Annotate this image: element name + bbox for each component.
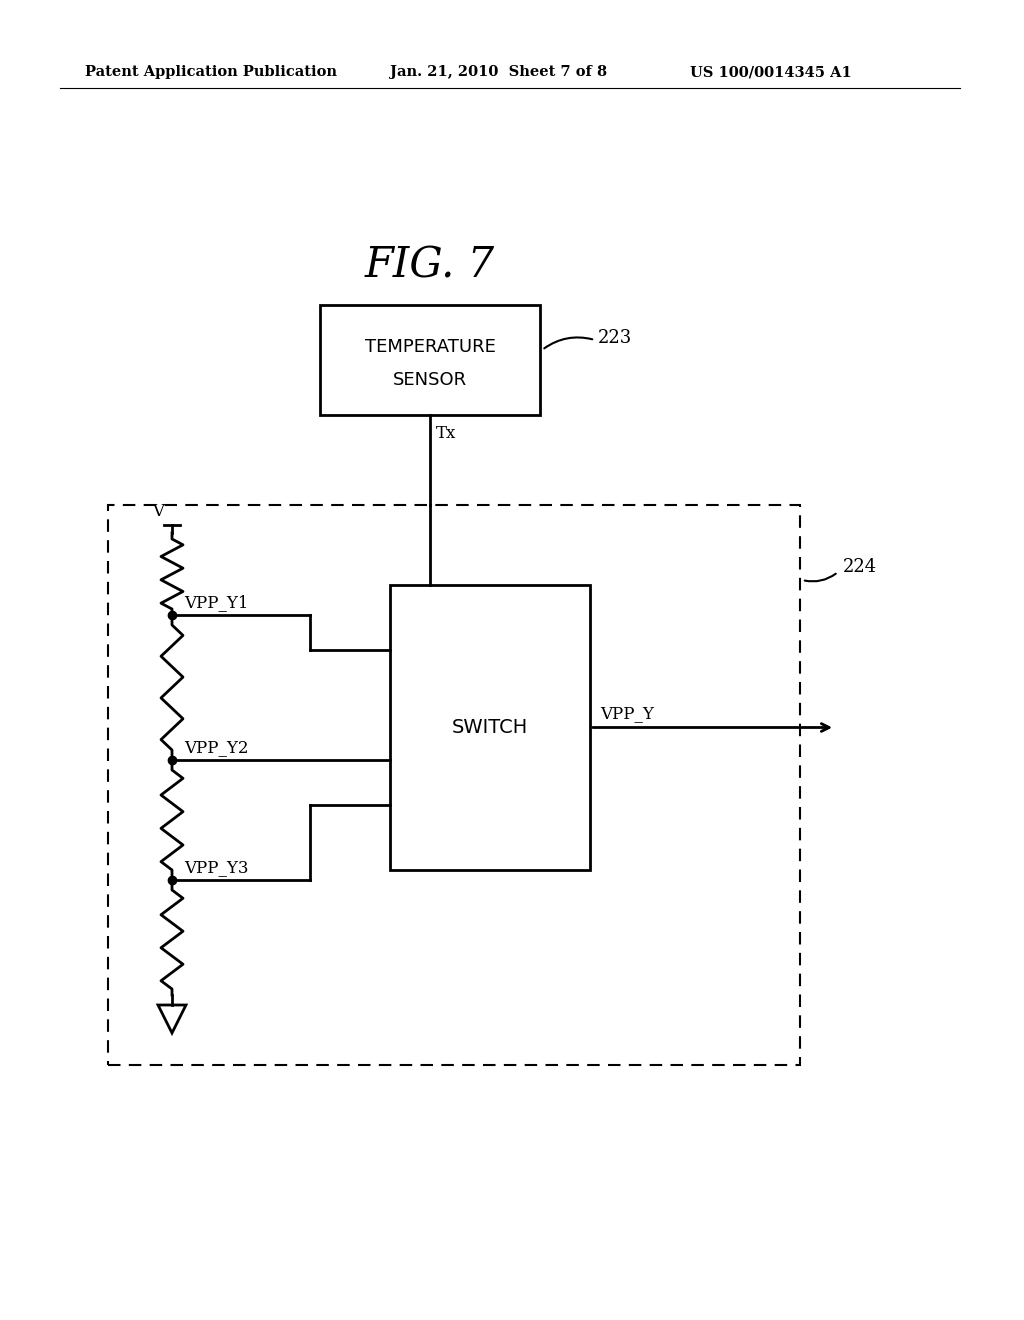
- Text: FIG. 7: FIG. 7: [365, 244, 495, 286]
- Text: US 100/0014345 A1: US 100/0014345 A1: [690, 65, 852, 79]
- Text: VPP_Y1: VPP_Y1: [184, 594, 249, 611]
- Text: Patent Application Publication: Patent Application Publication: [85, 65, 337, 79]
- Text: 224: 224: [843, 558, 878, 576]
- Text: SENSOR: SENSOR: [393, 371, 467, 389]
- Text: VPP_Y3: VPP_Y3: [184, 859, 249, 876]
- Text: TEMPERATURE: TEMPERATURE: [365, 338, 496, 356]
- Bar: [390, 585, 590, 870]
- Text: Jan. 21, 2010  Sheet 7 of 8: Jan. 21, 2010 Sheet 7 of 8: [390, 65, 607, 79]
- Text: VPP_Y2: VPP_Y2: [184, 739, 249, 756]
- Text: 223: 223: [598, 329, 632, 347]
- Text: V: V: [152, 503, 164, 520]
- Bar: [319, 305, 540, 414]
- Text: VPP_Y: VPP_Y: [600, 705, 654, 722]
- Bar: [108, 506, 800, 1065]
- Text: Tx: Tx: [436, 425, 457, 441]
- Text: SWITCH: SWITCH: [452, 718, 528, 737]
